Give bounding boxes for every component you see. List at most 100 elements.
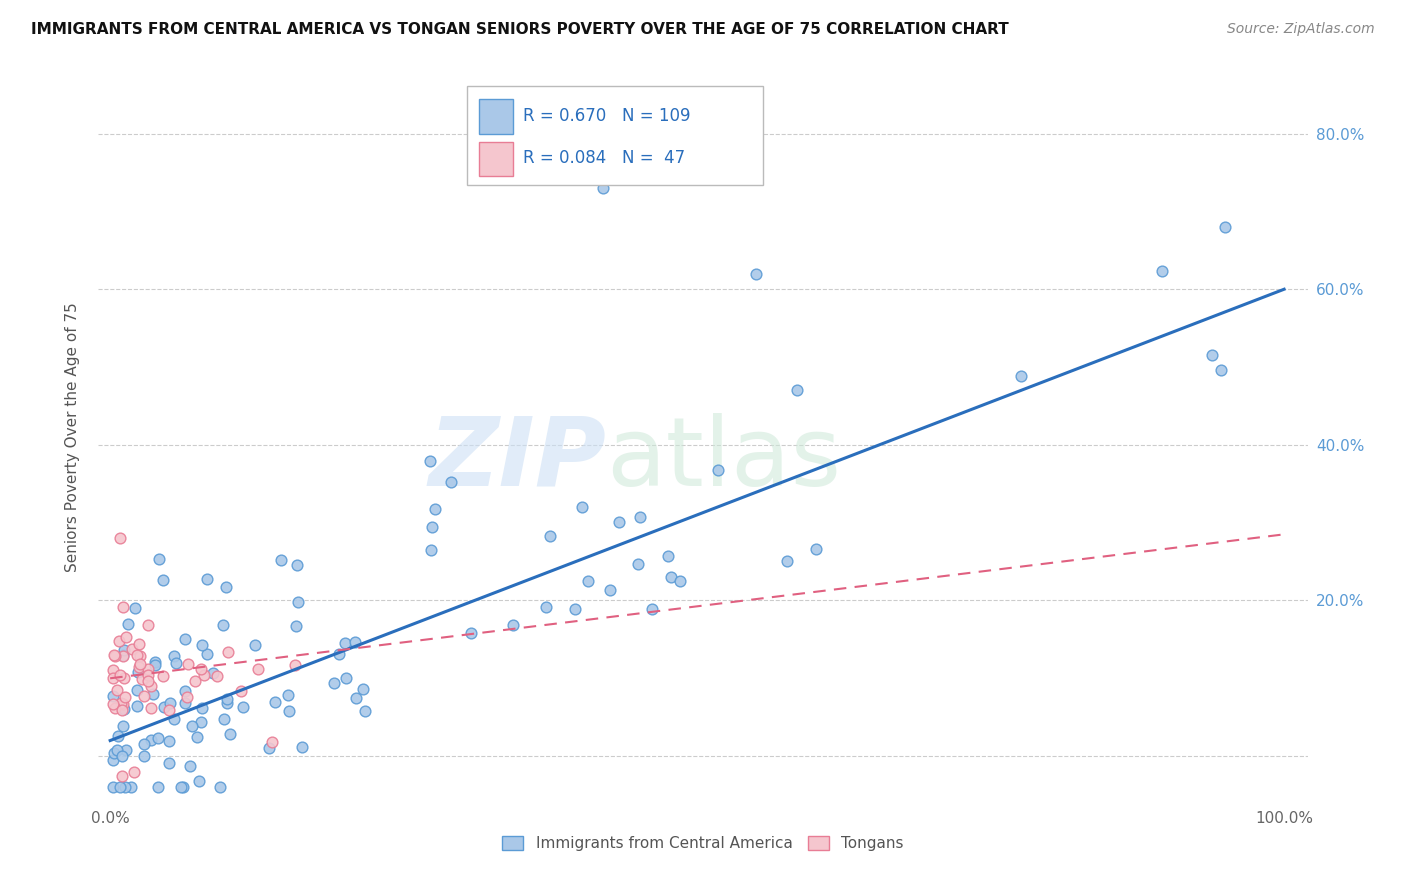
Point [179, 759, 201, 773]
Point [101, 671, 124, 685]
Point [214, 580, 236, 594]
Point [420, 520, 443, 534]
Point [1215, 219, 1237, 234]
Point [121, 642, 143, 657]
Point [174, 632, 197, 647]
Point [181, 719, 204, 733]
Point [205, 669, 228, 683]
Point [212, 618, 235, 632]
Point [538, 529, 561, 543]
Y-axis label: Seniors Poverty Over the Age of 75: Seniors Poverty Over the Age of 75 [65, 302, 80, 572]
Point [576, 574, 599, 588]
Point [112, 649, 135, 664]
Point [215, 696, 238, 710]
Point [247, 661, 270, 675]
Point [186, 730, 208, 744]
Point [176, 690, 198, 704]
Point [101, 689, 124, 703]
Point [1010, 369, 1032, 384]
Point [127, 665, 149, 679]
Point [125, 648, 148, 662]
Point [534, 600, 557, 615]
Point [607, 515, 630, 529]
Point [1150, 264, 1173, 278]
Point [352, 681, 374, 696]
Point [219, 727, 242, 741]
Point [212, 712, 235, 726]
Point [627, 557, 650, 571]
Point [111, 748, 134, 763]
Point [112, 671, 135, 685]
Point [101, 664, 124, 678]
Point [745, 267, 768, 281]
Point [110, 697, 132, 711]
Point [117, 617, 139, 632]
Point [173, 696, 195, 710]
Point [423, 501, 446, 516]
Point [344, 691, 367, 706]
Point [354, 704, 377, 718]
Point [284, 658, 307, 673]
Point [659, 569, 682, 583]
Point [112, 648, 135, 662]
Point [142, 687, 165, 701]
Point [132, 737, 155, 751]
Point [284, 619, 307, 633]
Point [163, 649, 186, 664]
Point [114, 780, 136, 795]
Point [111, 703, 134, 717]
Point [134, 748, 156, 763]
Point [163, 712, 186, 726]
Point [146, 780, 169, 795]
Point [669, 574, 692, 588]
Text: R = 0.670   N = 109: R = 0.670 N = 109 [523, 107, 690, 125]
Point [419, 453, 441, 467]
Point [108, 668, 131, 682]
Point [173, 683, 195, 698]
Point [129, 648, 152, 663]
Point [257, 741, 280, 756]
Point [128, 660, 150, 674]
Point [159, 696, 181, 710]
Point [197, 572, 219, 586]
Point [287, 594, 309, 608]
Point [105, 743, 128, 757]
Point [657, 549, 679, 563]
Point [152, 573, 174, 587]
Point [217, 645, 239, 659]
Point [170, 780, 193, 795]
Point [141, 700, 163, 714]
Point [502, 618, 524, 632]
Point [124, 600, 146, 615]
Point [184, 674, 207, 689]
Point [191, 639, 214, 653]
Point [564, 601, 586, 615]
Text: ZIP: ZIP [429, 412, 606, 506]
Point [217, 691, 239, 706]
Point [146, 731, 169, 745]
Point [139, 733, 162, 747]
Point [114, 690, 136, 704]
Point [776, 554, 799, 568]
Point [264, 695, 287, 709]
Point [172, 780, 194, 795]
Point [128, 637, 150, 651]
Point [143, 658, 166, 673]
Point [176, 657, 198, 671]
Point [460, 626, 482, 640]
Point [143, 655, 166, 669]
Point [157, 734, 180, 748]
Point [285, 558, 308, 573]
Point [335, 671, 357, 685]
Point [193, 667, 215, 681]
Point [195, 647, 218, 661]
Point [101, 697, 124, 711]
Point [103, 648, 125, 663]
Text: Source: ZipAtlas.com: Source: ZipAtlas.com [1227, 22, 1375, 37]
Point [136, 673, 159, 688]
Point [104, 701, 127, 715]
Point [103, 746, 125, 760]
Point [641, 602, 664, 616]
Point [343, 635, 366, 649]
Point [165, 656, 187, 670]
